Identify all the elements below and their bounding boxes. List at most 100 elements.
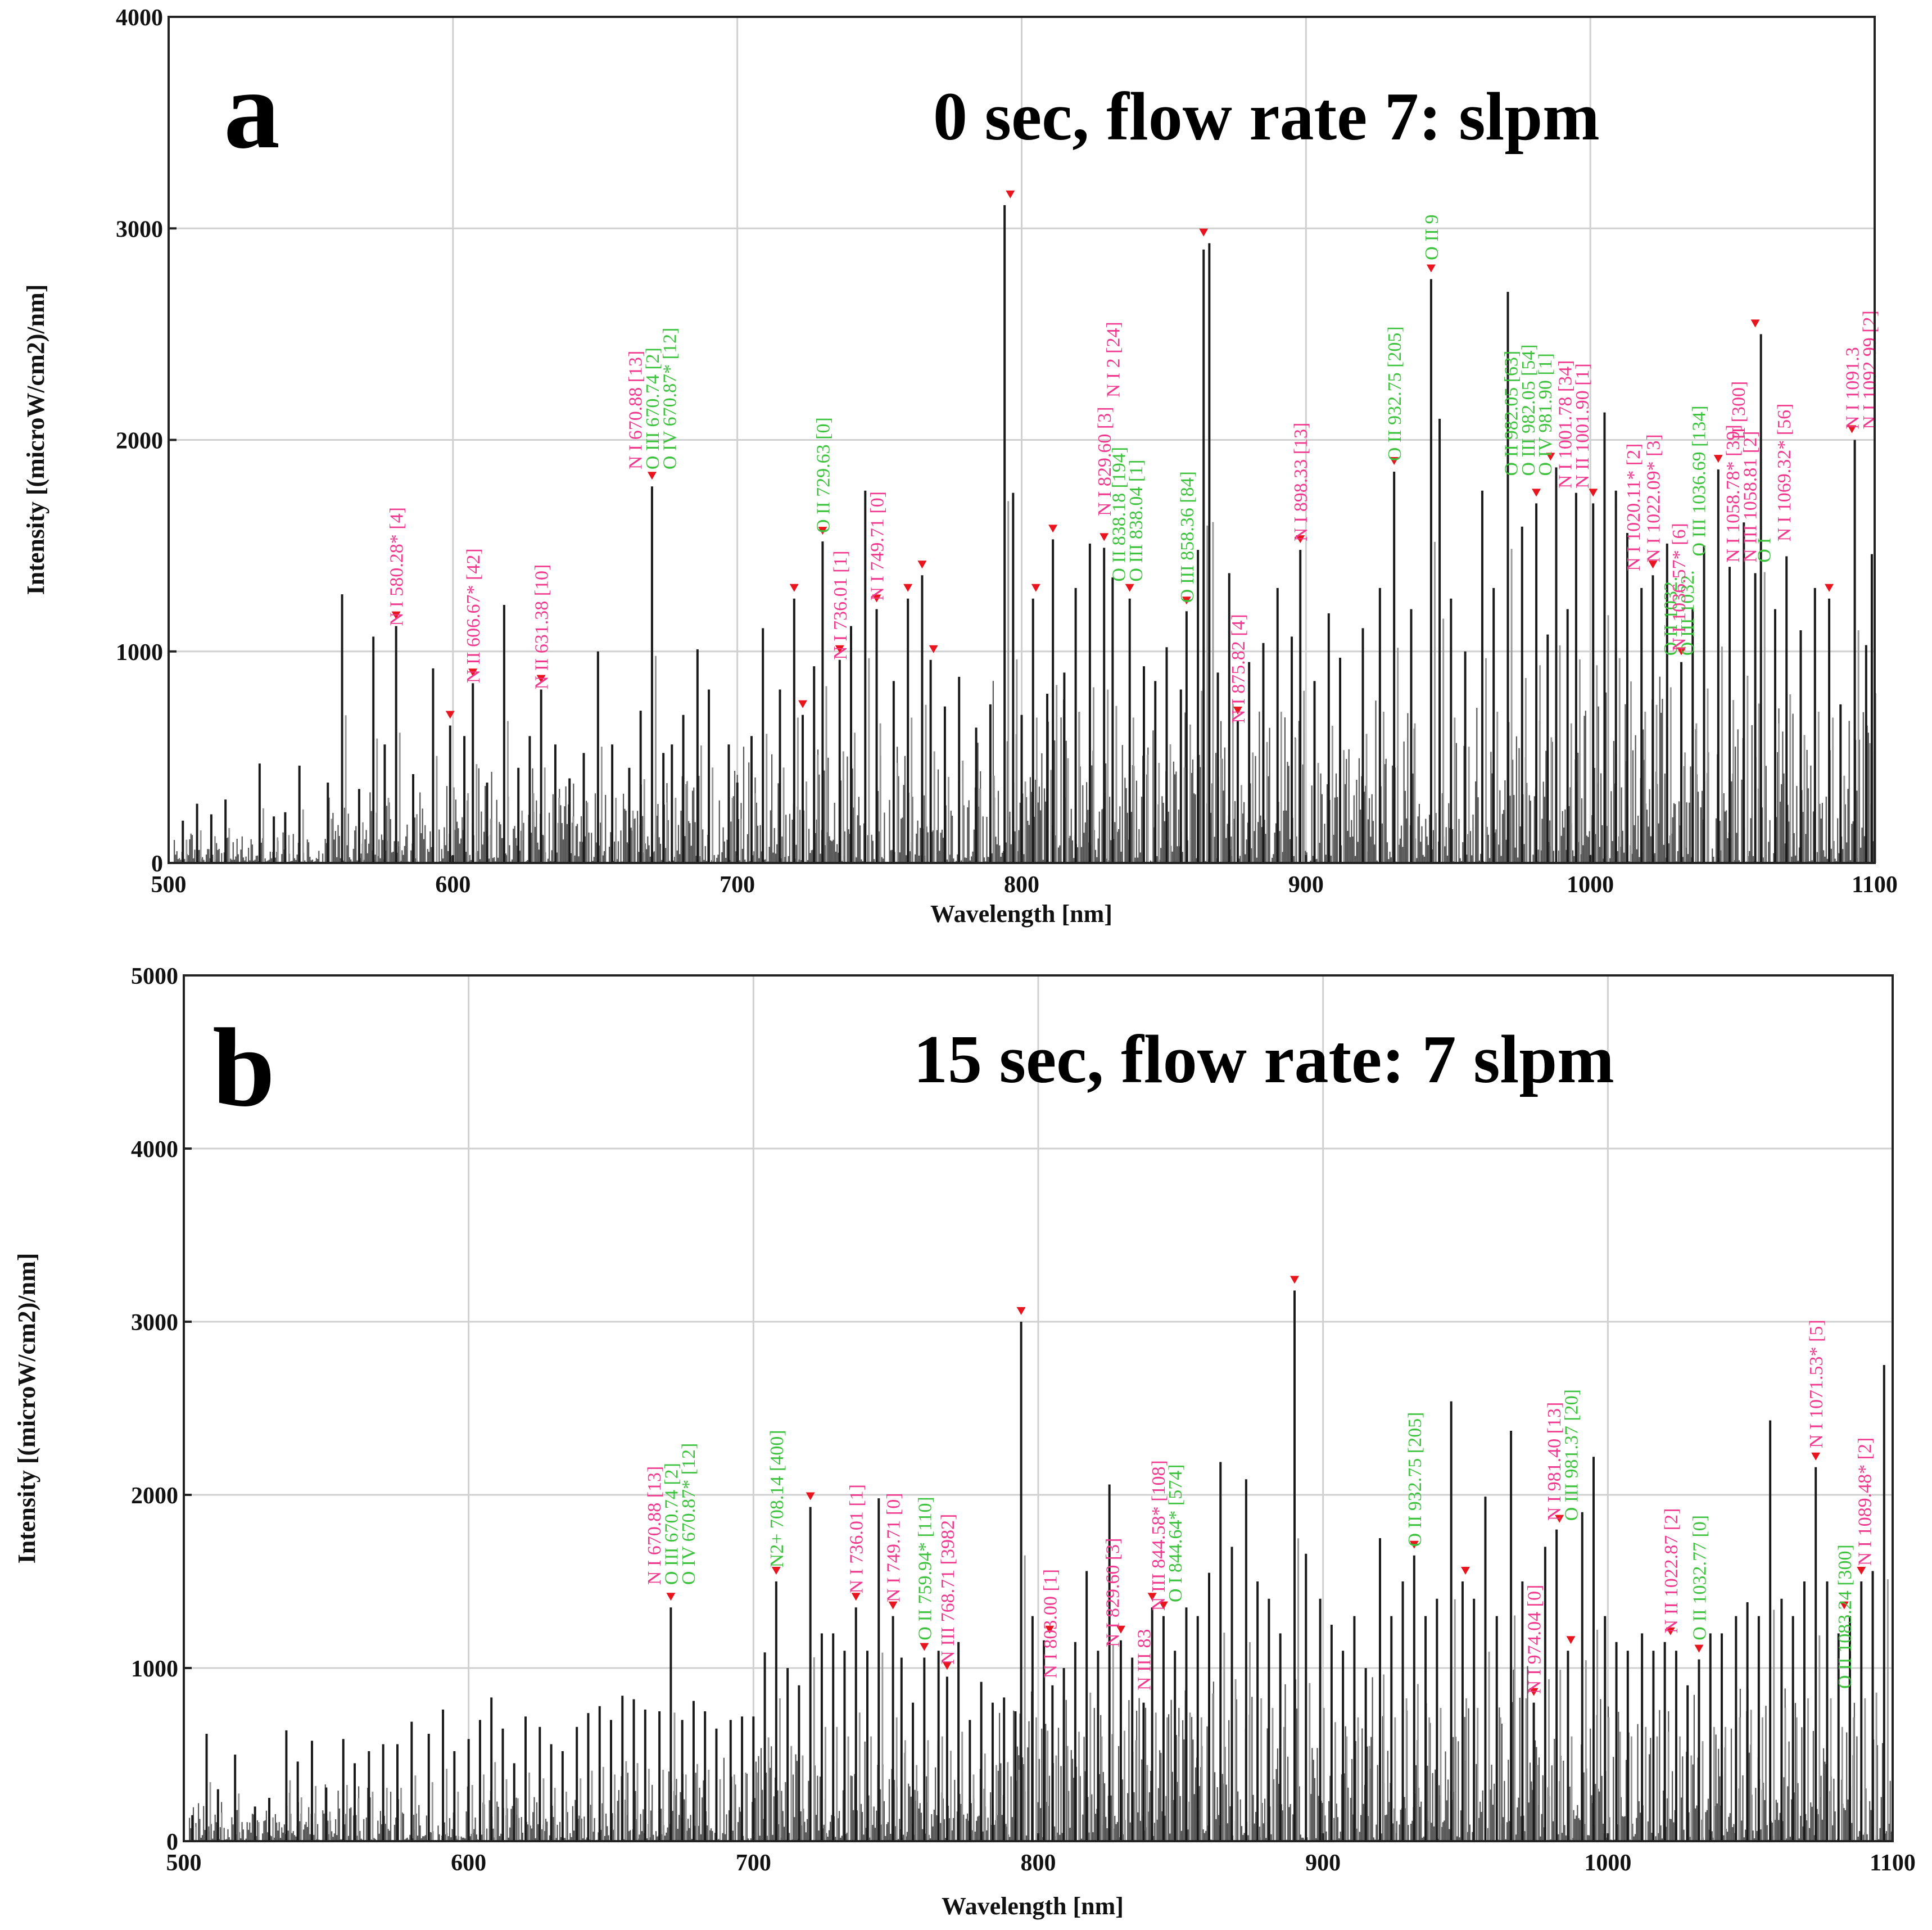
- x-tick-label: 600: [435, 872, 470, 898]
- peak-marker-triangle: [1390, 456, 1399, 465]
- peak-marker-triangle: [798, 700, 808, 708]
- panel-b-y-ticks: 0 1000 2000 3000 4000 5000: [131, 964, 192, 1855]
- peak-marker-triangle: [647, 472, 657, 480]
- panel-a-title: 0 sec, flow rate 7: slpm: [933, 79, 1600, 155]
- peak-marker-triangle: [1750, 319, 1760, 328]
- panel-b-spectrum: [189, 1290, 1893, 1841]
- peak-marker-triangle: [903, 584, 913, 592]
- x-tick-label: 500: [166, 1850, 202, 1876]
- line-id-label: O II 9: [1422, 214, 1442, 260]
- line-id-label: O III 670.74 [2]: [661, 1463, 682, 1585]
- line-id-label: O II 932.75 [205]: [1405, 1412, 1426, 1547]
- panel-a-letter: a: [224, 48, 280, 172]
- line-id-label: N I 829.60 [3]: [1103, 1538, 1124, 1648]
- panel-a-gridlines: [169, 17, 1875, 863]
- line-id-label: O III 981.37 [20]: [1561, 1389, 1582, 1521]
- peak-marker-triangle: [1825, 584, 1834, 592]
- panel-b-x-axis-label: Wavelength [nm]: [942, 1892, 1124, 1920]
- y-tick-label: 0: [166, 1829, 178, 1855]
- line-id-label: O III 670.74 [2]: [643, 347, 663, 469]
- line-id-label: O II 759.94* [110]: [915, 1497, 935, 1640]
- line-id-label: N I 981.40 [13]: [1544, 1402, 1565, 1521]
- line-id-label: O III 982.05 [54]: [1518, 344, 1539, 476]
- panel-a-x-ticks: 500 600 700 800 900 1000 1100: [151, 855, 1898, 898]
- peak-marker-triangle: [806, 1492, 815, 1500]
- line-id-label: N I 2 [24]: [1103, 322, 1124, 397]
- peak-marker-triangle: [1589, 489, 1598, 497]
- line-id-label: O II 1032.: [1660, 577, 1681, 656]
- panel-b-peak-markers: [666, 1276, 1866, 1696]
- line-id-label: O II 1032.77 [0]: [1689, 1515, 1710, 1640]
- line-id-label: O II 932.75 [205]: [1384, 326, 1405, 461]
- x-tick-label: 800: [1004, 872, 1039, 898]
- peak-marker-triangle: [1031, 584, 1040, 592]
- line-id-label: O III 1032.: [1677, 570, 1698, 656]
- y-tick-label: 5000: [131, 964, 178, 989]
- peak-marker-triangle: [1199, 228, 1209, 237]
- peak-marker-triangle: [391, 611, 401, 620]
- peak-marker-triangle: [1546, 453, 1555, 461]
- line-id-label: N I 898.33 [13]: [1291, 423, 1311, 542]
- line-id-label: N I 875.82 [4]: [1228, 614, 1249, 724]
- line-id-label: N I 1001.78 [34]: [1555, 360, 1576, 489]
- x-tick-label: 1100: [1870, 1850, 1916, 1876]
- panel-b-line-labels: N I 670.88 [13]O III 670.74 [2]O IV 670.…: [644, 1319, 1875, 1694]
- peak-marker-triangle: [536, 675, 546, 683]
- peak-marker-triangle: [917, 561, 927, 569]
- line-id-label: N I 736.01 [1]: [830, 550, 851, 660]
- panel-b-x-ticks: 500 600 700 800 900 1000 1100: [166, 1833, 1916, 1876]
- peak-marker-triangle: [1529, 1688, 1539, 1696]
- panel-a-y-axis-label: Intensity [(microW/cm2)/nm]: [22, 284, 49, 595]
- peak-marker-triangle: [1125, 584, 1134, 592]
- x-tick-label: 900: [1305, 1850, 1341, 1876]
- x-tick-label: 1000: [1567, 872, 1614, 898]
- x-tick-label: 900: [1288, 872, 1324, 898]
- peak-marker-triangle: [1532, 489, 1541, 497]
- line-id-label: O III 1036.69 [134]: [1689, 405, 1709, 556]
- panel-a-y-ticks: 0 1000 2000 3000 4000: [116, 5, 177, 877]
- line-id-label: N I 1022.09* [3]: [1643, 434, 1664, 563]
- x-tick-label: 600: [451, 1850, 486, 1876]
- peak-marker-triangle: [1666, 1627, 1675, 1635]
- line-id-label: N I 1036.57* [6]: [1669, 523, 1690, 652]
- peak-marker-triangle: [835, 645, 844, 653]
- peak-marker-triangle: [1555, 1515, 1564, 1523]
- peak-marker-triangle: [1233, 706, 1242, 715]
- line-id-label: N I 1071.53* [5]: [1806, 1319, 1827, 1448]
- peak-marker-triangle: [1713, 455, 1723, 463]
- peak-marker-triangle: [1847, 425, 1857, 433]
- line-id-label: II [300]: [1729, 381, 1749, 440]
- peak-marker-triangle: [1648, 561, 1658, 569]
- panel-a-x-axis-label: Wavelength [nm]: [930, 900, 1112, 928]
- peak-marker-triangle: [1296, 535, 1305, 544]
- line-id-label: N I 1092.99 [2]: [1859, 310, 1880, 430]
- x-tick-label: 1000: [1584, 1850, 1631, 1876]
- line-id-label: O III 858.36 [84]: [1177, 471, 1198, 603]
- peak-marker-triangle: [1426, 264, 1436, 273]
- peak-marker-triangle: [1045, 1625, 1055, 1634]
- line-id-label: N2+ 708.14 [400]: [767, 1430, 788, 1567]
- peak-marker-triangle: [771, 1567, 781, 1575]
- peak-marker-triangle: [1811, 1452, 1821, 1461]
- peak-marker-triangle: [1694, 1644, 1704, 1653]
- line-id-label: O IV 981.90 [1]: [1535, 353, 1556, 476]
- peak-marker-triangle: [1147, 1593, 1157, 1601]
- line-id-label: N I 749.71 [0]: [884, 1493, 904, 1602]
- panel-b: N I 670.88 [13]O III 670.74 [2]O IV 670.…: [13, 964, 1916, 1920]
- y-tick-label: 3000: [131, 1310, 178, 1336]
- line-id-label: N I 670.88 [13]: [644, 1466, 665, 1585]
- x-tick-label: 1100: [1852, 872, 1898, 898]
- line-id-label: N I 829.60 [3]: [1094, 406, 1115, 516]
- y-tick-label: 2000: [131, 1483, 178, 1509]
- peak-marker-triangle: [1159, 1601, 1168, 1610]
- panel-a: N I 580.28* [4] N II 606.67* [42] N II 631…: [22, 5, 1898, 928]
- peak-marker-triangle: [1016, 1307, 1026, 1315]
- line-id-label: N II 631.38 [10]: [532, 564, 553, 690]
- line-id-label: N III 1058.81 [2]: [1740, 431, 1761, 563]
- peak-marker-triangle: [1116, 1625, 1125, 1634]
- line-id-label: O IV 670.87* [12]: [678, 1443, 699, 1585]
- peak-marker-triangle: [1409, 1540, 1419, 1549]
- peak-marker-triangle: [1839, 1601, 1849, 1610]
- panel-a-peak-markers: [391, 190, 1857, 719]
- y-tick-label: 3000: [116, 216, 163, 242]
